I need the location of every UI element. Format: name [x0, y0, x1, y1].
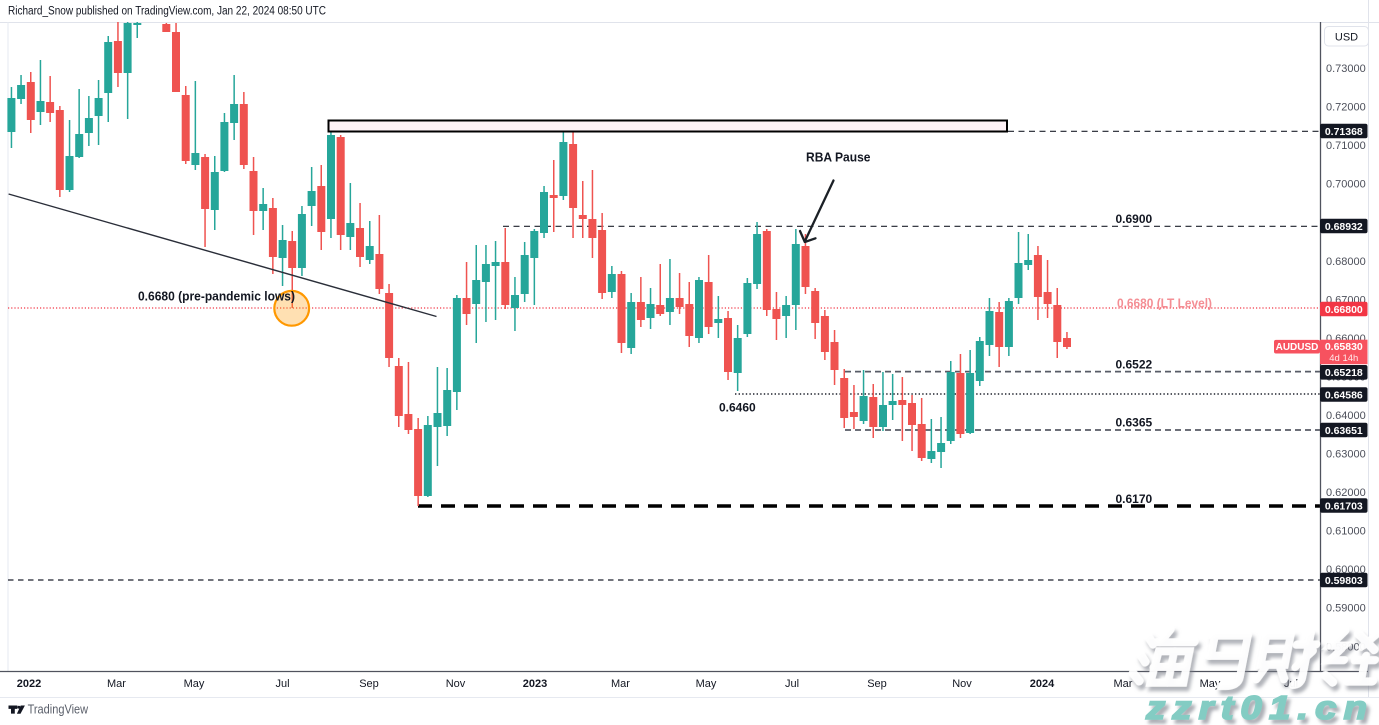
svg-text:0.65218: 0.65218 [1325, 367, 1363, 379]
svg-text:2023: 2023 [523, 678, 547, 690]
svg-text:0.63000: 0.63000 [1326, 449, 1366, 461]
svg-text:0.71000: 0.71000 [1326, 140, 1366, 152]
svg-text:0.6365: 0.6365 [1116, 416, 1153, 430]
svg-text:2024: 2024 [1030, 678, 1055, 690]
svg-text:Jul: Jul [275, 678, 289, 690]
svg-text:0.61000: 0.61000 [1326, 526, 1366, 538]
svg-text:Mar: Mar [1114, 678, 1133, 690]
svg-text:Jul: Jul [785, 678, 799, 690]
svg-text:TradingView: TradingView [28, 703, 89, 717]
svg-text:0.63651: 0.63651 [1325, 425, 1363, 437]
svg-text:0.66800: 0.66800 [1325, 304, 1363, 316]
svg-text:May: May [184, 678, 205, 690]
svg-text:Nov: Nov [446, 678, 466, 690]
svg-text:Mar: Mar [107, 678, 126, 690]
svg-text:0.71368: 0.71368 [1325, 126, 1363, 138]
svg-text:0.65830: 0.65830 [1325, 341, 1363, 353]
svg-text:0.72000: 0.72000 [1326, 102, 1366, 114]
svg-text:0.6680 (LT Level): 0.6680 (LT Level) [1117, 297, 1212, 311]
svg-text:0.68932: 0.68932 [1325, 221, 1363, 233]
svg-text:0.62000: 0.62000 [1326, 487, 1366, 499]
svg-text:May: May [1200, 678, 1221, 690]
svg-text:0.73000: 0.73000 [1326, 63, 1366, 75]
svg-text:May: May [696, 678, 717, 690]
svg-text:RBA Pause: RBA Pause [806, 150, 871, 165]
svg-text:Sep: Sep [867, 678, 887, 690]
svg-text:Richard_Snow published on Trad: Richard_Snow published on TradingView.co… [8, 6, 326, 18]
svg-text:AUDUSD: AUDUSD [1276, 342, 1319, 353]
svg-text:0.59803: 0.59803 [1325, 575, 1363, 587]
svg-text:0.6900: 0.6900 [1116, 212, 1153, 226]
svg-text:0.68000: 0.68000 [1326, 256, 1366, 268]
svg-text:zzrt01.cn: zzrt01.cn [1145, 689, 1374, 725]
svg-text:0.6460: 0.6460 [719, 401, 756, 415]
svg-text:0.6522: 0.6522 [1116, 358, 1153, 372]
svg-text:0.61703: 0.61703 [1325, 500, 1363, 512]
svg-text:USD: USD [1335, 32, 1358, 44]
svg-text:0.6680 (pre-pandemic lows): 0.6680 (pre-pandemic lows) [138, 290, 295, 304]
svg-text:Nov: Nov [952, 678, 972, 690]
svg-text:0.64586: 0.64586 [1325, 389, 1363, 401]
svg-text:Sep: Sep [359, 678, 379, 690]
svg-text:0.70000: 0.70000 [1326, 179, 1366, 191]
svg-text:0.64000: 0.64000 [1326, 410, 1366, 422]
svg-text:2022: 2022 [17, 678, 41, 690]
svg-text:0.6170: 0.6170 [1116, 492, 1153, 506]
svg-text:0.59000: 0.59000 [1326, 603, 1366, 615]
svg-text:4d 14h: 4d 14h [1329, 353, 1358, 364]
svg-text:Mar: Mar [611, 678, 630, 690]
